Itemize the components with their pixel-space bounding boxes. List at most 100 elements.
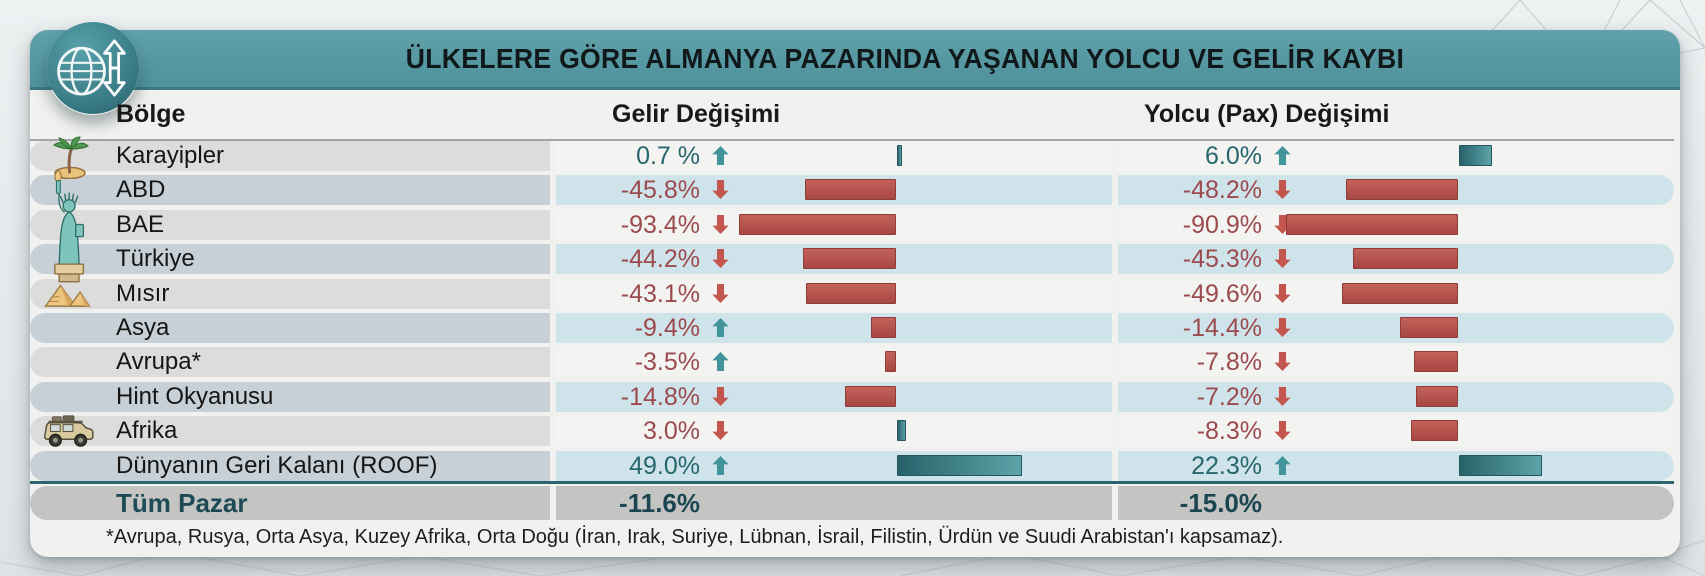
region-label: Karayipler bbox=[116, 142, 225, 169]
revenue-bar bbox=[805, 179, 896, 201]
region-label: Türkiye bbox=[116, 245, 195, 273]
table-row: Afrika 3.0% -8.3% bbox=[30, 416, 1674, 446]
down-arrow-icon bbox=[1274, 249, 1291, 269]
pax-cell: -45.3% bbox=[1118, 244, 1674, 275]
revenue-value: -9.4% bbox=[634, 313, 700, 342]
pax-value: -14.4% bbox=[1182, 313, 1262, 342]
revenue-cell: -45.8% bbox=[556, 175, 1112, 206]
column-header-revenue: Gelir Değişimi bbox=[612, 100, 781, 128]
pax-value: -48.2% bbox=[1182, 176, 1262, 205]
total-revenue-cell: -11.6% bbox=[556, 486, 1112, 520]
region-cell: ABD bbox=[30, 175, 550, 205]
region-label: Asya bbox=[116, 313, 170, 341]
pax-cell: -90.9% bbox=[1118, 209, 1674, 240]
pax-value: 22.3% bbox=[1191, 451, 1262, 480]
total-divider-line bbox=[30, 481, 1674, 484]
revenue-value: -43.1% bbox=[620, 279, 700, 308]
down-arrow-icon bbox=[1274, 421, 1291, 441]
page-title: ÜLKELERE GÖRE ALMANYA PAZARINDA YAŞANAN … bbox=[405, 43, 1405, 74]
region-cell: Mısır bbox=[30, 278, 550, 309]
revenue-bar bbox=[806, 282, 896, 304]
down-arrow-icon bbox=[1274, 352, 1291, 372]
down-arrow-icon bbox=[1274, 283, 1291, 303]
pax-bar bbox=[1411, 420, 1458, 442]
pax-value: -45.3% bbox=[1182, 245, 1262, 274]
down-arrow-icon bbox=[1274, 317, 1291, 337]
region-label: ABD bbox=[116, 176, 166, 204]
revenue-value: 49.0% bbox=[629, 451, 700, 480]
pax-bar bbox=[1353, 248, 1458, 270]
up-arrow-icon bbox=[1274, 146, 1291, 165]
down-arrow-icon bbox=[712, 249, 729, 269]
up-arrow-icon bbox=[712, 352, 729, 372]
revenue-bar bbox=[803, 248, 896, 270]
revenue-value: -44.2% bbox=[620, 245, 700, 274]
pax-bar bbox=[1342, 282, 1458, 304]
table-row: Türkiye -44.2% -45.3% bbox=[30, 244, 1674, 275]
pax-cell: -7.2% bbox=[1118, 381, 1674, 412]
revenue-bar bbox=[897, 420, 906, 442]
total-pax-cell: -15.0% bbox=[1118, 486, 1674, 520]
total-label: Tüm Pazar bbox=[116, 488, 248, 518]
revenue-cell: -14.8% bbox=[556, 381, 1112, 412]
revenue-cell: -44.2% bbox=[556, 244, 1112, 275]
region-cell: Asya bbox=[30, 312, 550, 343]
pax-cell: -48.2% bbox=[1118, 175, 1674, 206]
table-row: Hint Okyanusu -14.8% -7.2% bbox=[30, 381, 1674, 412]
title-bar: ÜLKELERE GÖRE ALMANYA PAZARINDA YAŞANAN … bbox=[30, 30, 1680, 90]
table-row: Asya -9.4% -14.4% bbox=[30, 312, 1674, 343]
revenue-value: 3.0% bbox=[643, 417, 700, 446]
down-arrow-icon bbox=[712, 421, 729, 441]
region-cell: BAE bbox=[30, 209, 550, 240]
pax-cell: -8.3% bbox=[1118, 416, 1674, 447]
pax-bar bbox=[1286, 213, 1458, 235]
revenue-cell: 0.7 % bbox=[556, 141, 1112, 171]
globe-arrows-icon bbox=[46, 21, 140, 115]
revenue-value: -14.8% bbox=[620, 382, 700, 411]
region-cell: Hint Okyanusu bbox=[30, 381, 550, 412]
up-arrow-icon bbox=[712, 317, 729, 337]
revenue-value: 0.7 % bbox=[636, 142, 700, 170]
pax-bar bbox=[1416, 385, 1458, 407]
pax-bar bbox=[1414, 351, 1458, 373]
total-pax-value: -15.0% bbox=[1179, 488, 1262, 518]
column-header-pax: Yolcu (Pax) Değişimi bbox=[1144, 100, 1390, 128]
region-cell: Türkiye bbox=[30, 244, 550, 275]
down-arrow-icon bbox=[1274, 180, 1291, 200]
region-cell: Afrika bbox=[30, 416, 550, 446]
region-label: Mısır bbox=[116, 279, 170, 307]
down-arrow-icon bbox=[712, 180, 729, 200]
revenue-bar bbox=[739, 213, 896, 235]
revenue-bar bbox=[897, 145, 902, 166]
revenue-cell: 3.0% bbox=[556, 416, 1112, 447]
table-row: Mısır -43.1% -49.6% bbox=[30, 278, 1674, 309]
column-header-region: Bölge bbox=[116, 100, 186, 128]
pax-bar bbox=[1346, 179, 1458, 201]
pax-value: -7.2% bbox=[1196, 382, 1262, 411]
pax-cell: -14.4% bbox=[1118, 312, 1674, 343]
jeep-icon bbox=[40, 413, 96, 448]
table-header-row: Bölge Gelir Değişimi Yolcu (Pax) Değişim… bbox=[30, 90, 1674, 141]
footnote: *Avrupa, Rusya, Orta Asya, Kuzey Afrika,… bbox=[106, 526, 1284, 548]
revenue-value: -45.8% bbox=[620, 176, 700, 205]
region-cell: Avrupa* bbox=[30, 347, 550, 378]
region-cell: Karayipler bbox=[30, 141, 550, 171]
region-label: Avrupa* bbox=[116, 348, 201, 376]
up-arrow-icon bbox=[712, 455, 729, 475]
infographic-card: ÜLKELERE GÖRE ALMANYA PAZARINDA YAŞANAN … bbox=[30, 22, 1680, 557]
revenue-bar bbox=[897, 454, 1022, 476]
region-label: Dünyanın Geri Kalanı (ROOF) bbox=[116, 451, 438, 479]
table-row: BAE -93.4% -90.9% bbox=[30, 209, 1674, 240]
up-arrow-icon bbox=[1274, 455, 1291, 475]
down-arrow-icon bbox=[712, 386, 729, 406]
revenue-cell: -93.4% bbox=[556, 209, 1112, 240]
pax-value: -90.9% bbox=[1182, 210, 1262, 239]
region-label: Hint Okyanusu bbox=[116, 382, 274, 410]
table-body: Karayipler 0.7 % 6.0% ABD -45.8% -48.2% bbox=[30, 141, 1674, 481]
table-row: Dünyanın Geri Kalanı (ROOF) 49.0% 22.3% bbox=[30, 450, 1674, 481]
revenue-value: -93.4% bbox=[620, 210, 700, 239]
pax-cell: 22.3% bbox=[1118, 450, 1674, 481]
revenue-cell: -3.5% bbox=[556, 347, 1112, 378]
down-arrow-icon bbox=[712, 283, 729, 303]
